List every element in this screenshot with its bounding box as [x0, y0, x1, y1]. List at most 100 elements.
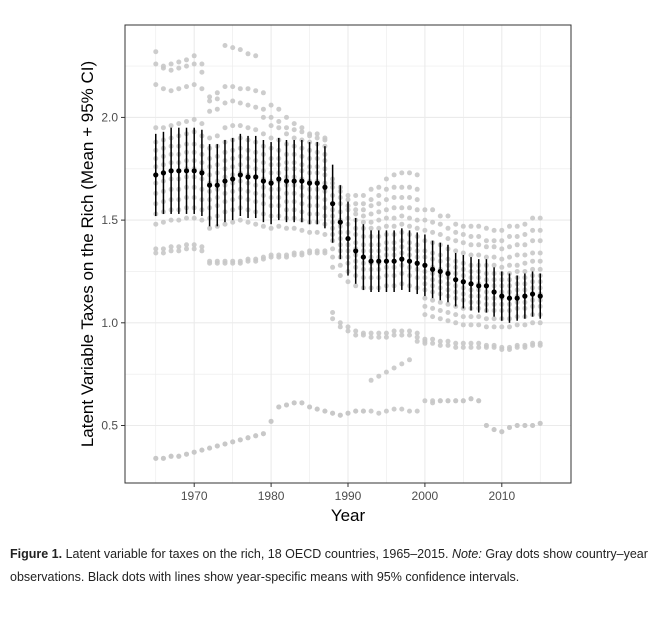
observation-point — [214, 443, 220, 449]
observation-point — [468, 344, 474, 350]
observation-point — [407, 184, 412, 190]
observation-point — [368, 219, 374, 225]
observation-point — [476, 252, 482, 258]
observation-point — [191, 53, 197, 59]
mean-point — [476, 283, 482, 289]
observation-point — [214, 96, 220, 102]
observation-point — [176, 65, 182, 71]
observation-point — [345, 324, 351, 330]
mean-point — [160, 170, 167, 176]
observation-point — [207, 108, 213, 114]
observation-point — [368, 330, 374, 336]
observation-point — [468, 396, 474, 402]
observation-point — [537, 215, 543, 221]
observation-point — [245, 435, 251, 441]
observation-point — [160, 250, 166, 256]
observation-point — [391, 406, 397, 412]
observation-point — [460, 398, 466, 404]
observation-point — [430, 229, 436, 235]
observation-point — [253, 221, 259, 227]
observation-point — [307, 404, 313, 410]
observation-point — [522, 322, 528, 328]
observation-point — [191, 246, 197, 252]
mean-point — [437, 268, 443, 275]
observation-point — [345, 193, 351, 198]
observation-point — [276, 254, 282, 260]
observation-point — [230, 260, 236, 266]
observation-point — [237, 47, 243, 53]
observation-point — [468, 252, 474, 258]
observation-point — [514, 344, 520, 350]
observation-point — [260, 431, 266, 437]
observation-point — [514, 252, 520, 258]
observation-point — [222, 84, 228, 90]
y-tick-label: 0.5 — [101, 418, 118, 432]
observation-point — [483, 316, 489, 322]
mean-point — [191, 168, 197, 174]
mean-point — [429, 266, 436, 273]
x-tick-label: 1990 — [335, 489, 362, 503]
observation-point — [445, 318, 451, 324]
observation-point — [368, 211, 374, 217]
observation-point — [284, 254, 289, 260]
observation-point — [191, 242, 197, 248]
observation-point — [399, 332, 405, 338]
y-tick-label: 1.0 — [101, 316, 118, 330]
observation-point — [260, 106, 266, 112]
observation-point — [337, 412, 343, 418]
observation-point — [514, 242, 520, 248]
caption-text: Latent variable for taxes on the rich, 1… — [65, 547, 449, 561]
observation-point — [168, 67, 174, 73]
observation-point — [276, 119, 282, 124]
observation-point — [476, 344, 482, 350]
observation-point — [383, 215, 389, 221]
observation-point — [491, 427, 497, 433]
observation-point — [391, 365, 397, 371]
observation-point — [430, 314, 436, 320]
observation-point — [445, 213, 451, 219]
observation-point — [437, 338, 443, 344]
observation-point — [291, 135, 297, 141]
x-tick-label: 2010 — [488, 489, 515, 503]
observation-point — [430, 219, 436, 225]
observation-point — [514, 234, 520, 239]
observation-point — [445, 236, 451, 242]
observation-point — [353, 207, 359, 213]
mean-point — [322, 184, 328, 190]
observation-point — [184, 119, 189, 124]
observation-point — [199, 447, 205, 453]
observation-point — [360, 408, 366, 414]
mean-point — [483, 283, 490, 289]
observation-point — [376, 201, 382, 207]
observation-point — [437, 299, 443, 305]
observation-point — [522, 260, 528, 266]
observation-point — [460, 240, 466, 246]
mean-point — [299, 178, 305, 184]
observation-point — [460, 223, 466, 229]
observation-point — [468, 322, 474, 328]
observation-point — [230, 219, 236, 225]
observation-point — [407, 328, 412, 334]
observation-point — [184, 215, 189, 221]
observation-point — [360, 219, 366, 225]
observation-point — [399, 328, 405, 334]
observation-point — [414, 330, 420, 336]
observation-point — [168, 88, 174, 94]
observation-point — [414, 217, 420, 223]
observation-point — [168, 453, 174, 459]
observation-point — [383, 408, 389, 414]
observation-point — [460, 344, 466, 350]
observation-point — [437, 398, 443, 404]
observation-point — [314, 229, 320, 235]
observation-point — [507, 347, 512, 352]
mean-point — [268, 180, 274, 186]
observation-point — [284, 125, 289, 131]
observation-point — [476, 234, 482, 239]
observation-point — [537, 420, 543, 426]
observation-point — [307, 229, 313, 235]
observation-point — [199, 61, 205, 67]
observation-point — [407, 332, 412, 338]
observation-point — [507, 324, 512, 330]
observation-point — [337, 262, 343, 268]
observation-point — [153, 49, 159, 55]
